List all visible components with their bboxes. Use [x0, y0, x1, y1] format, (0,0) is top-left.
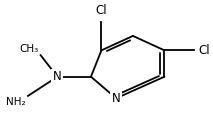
Text: Cl: Cl [96, 4, 107, 17]
Text: N: N [112, 92, 121, 105]
Text: Cl: Cl [198, 44, 210, 57]
Text: CH₃: CH₃ [19, 44, 39, 54]
Text: N: N [53, 70, 62, 83]
Text: NH₂: NH₂ [6, 97, 26, 107]
